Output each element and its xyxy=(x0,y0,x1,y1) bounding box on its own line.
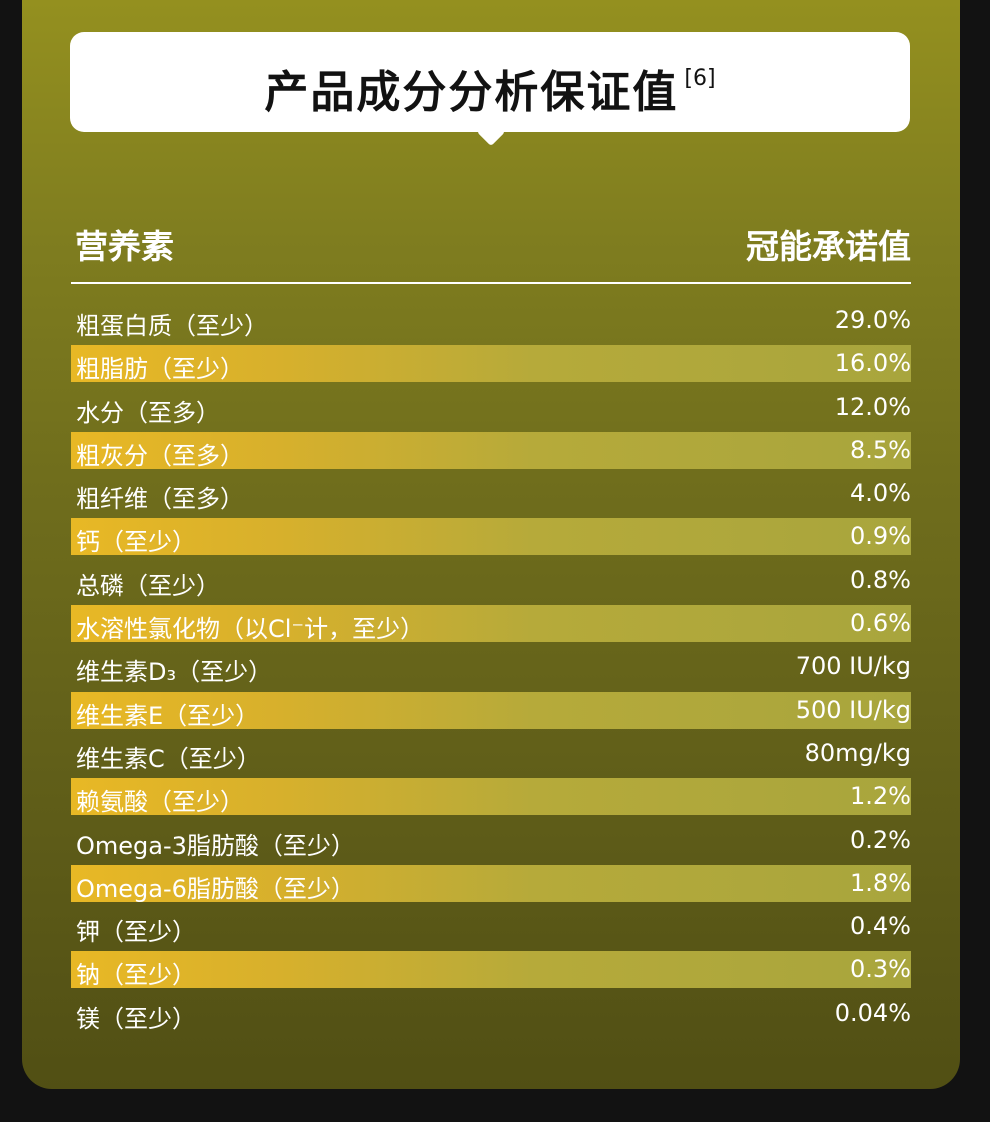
nutrient-name: 粗蛋白质（至少） xyxy=(76,312,268,340)
row-highlight xyxy=(71,518,911,556)
row-highlight xyxy=(71,605,911,643)
table-row: 维生素D₃（至少） 700 IU/kg xyxy=(71,645,911,688)
nutrient-name: 赖氨酸（至少） xyxy=(76,788,244,817)
nutrient-value: 12.0% xyxy=(834,392,911,421)
table-row: 水溶性氯化物（以Cl⁻计，至少） 0.6% xyxy=(71,602,911,645)
nutrient-name: 水分（至多） xyxy=(76,398,220,427)
title-text: 产品成分分析保证值 xyxy=(264,67,679,118)
nutrient-value: 1.8% xyxy=(850,868,911,897)
table-row: 钙（至少） 0.9% xyxy=(71,515,911,558)
table-row: 粗纤维（至多） 4.0% xyxy=(71,472,911,515)
header-nutrient: 营养素 xyxy=(75,227,174,266)
nutrient-value: 700 IU/kg xyxy=(795,652,911,681)
nutrient-value: 500 IU/kg xyxy=(795,695,911,724)
nutrient-value: 16.0% xyxy=(834,349,911,378)
title-banner: 产品成分分析保证值 [6] xyxy=(70,32,910,132)
title-reference: [6] xyxy=(684,66,716,91)
table-header: 营养素 冠能承诺值 xyxy=(75,220,911,270)
nutrient-name: 钠（至少） xyxy=(76,961,196,990)
table-row: Omega-6脂肪酸（至少） 1.8% xyxy=(71,862,911,905)
row-highlight xyxy=(71,431,911,469)
table-row: 镁（至少） 0.04% xyxy=(71,992,911,1035)
table-row: 维生素C（至少） 80mg/kg xyxy=(71,732,911,775)
nutrient-name: 维生素D₃（至少） xyxy=(76,658,273,687)
table-row: 粗脂肪（至少） 16.0% xyxy=(71,342,911,385)
table-row: 钾（至少） 0.4% xyxy=(71,905,911,948)
nutrient-name: 水溶性氯化物（以Cl⁻计，至少） xyxy=(76,615,425,644)
row-highlight xyxy=(71,691,911,729)
nutrient-value: 0.4% xyxy=(850,912,911,941)
nutrient-value: 29.0% xyxy=(834,306,911,334)
header-promised-value: 冠能承诺值 xyxy=(746,227,911,266)
nutrient-name: 钙（至少） xyxy=(76,528,196,557)
nutrient-name: 维生素C（至少） xyxy=(76,744,261,773)
row-highlight xyxy=(71,778,911,816)
page-title: 产品成分分析保证值 [6] xyxy=(70,56,910,120)
nutrient-value: 0.3% xyxy=(850,955,911,984)
table-row: 赖氨酸（至少） 1.2% xyxy=(71,775,911,818)
table-row: 维生素E（至少） 500 IU/kg xyxy=(71,689,911,732)
nutrient-name: 粗灰分（至多） xyxy=(76,441,244,470)
nutrient-name: Omega-3脂肪酸（至少） xyxy=(76,831,355,860)
nutrient-name: 粗脂肪（至少） xyxy=(76,355,244,384)
nutrient-value: 8.5% xyxy=(850,435,911,464)
nutrient-table: 粗蛋白质（至少） 29.0% 粗脂肪（至少） 16.0% 水分（至多） 12.0% 粗… xyxy=(71,299,911,1035)
nutrient-name: 粗纤维（至多） xyxy=(76,485,244,514)
row-highlight xyxy=(71,864,911,902)
nutrient-name: 镁（至少） xyxy=(76,1004,196,1033)
row-highlight xyxy=(71,951,911,989)
nutrient-value: 0.6% xyxy=(850,609,911,638)
nutrient-value: 0.8% xyxy=(850,565,911,594)
table-row: 粗蛋白质（至少） 29.0% xyxy=(71,299,911,342)
nutrient-name: 钾（至少） xyxy=(76,918,196,947)
nutrient-name: 维生素E（至少） xyxy=(76,701,260,730)
table-row: 水分（至多） 12.0% xyxy=(71,386,911,429)
nutrition-card: 产品成分分析保证值 [6] 营养素 冠能承诺值 粗蛋白质（至少） 29.0% 粗脂肪… xyxy=(22,0,960,1089)
nutrient-value: 0.04% xyxy=(834,998,911,1027)
nutrient-value: 80mg/kg xyxy=(804,738,911,767)
nutrient-value: 4.0% xyxy=(850,479,911,508)
table-row: 粗灰分（至多） 8.5% xyxy=(71,429,911,472)
nutrient-value: 0.9% xyxy=(850,522,911,551)
nutrient-value: 1.2% xyxy=(850,782,911,811)
row-highlight xyxy=(71,345,911,383)
table-row: 钠（至少） 0.3% xyxy=(71,948,911,991)
nutrient-value: 0.2% xyxy=(850,825,911,854)
nutrient-name: Omega-6脂肪酸（至少） xyxy=(76,874,355,903)
table-row: 总磷（至少） 0.8% xyxy=(71,559,911,602)
nutrient-name: 总磷（至少） xyxy=(76,571,220,600)
header-divider xyxy=(71,282,911,284)
table-row: Omega-3脂肪酸（至少） 0.2% xyxy=(71,819,911,862)
